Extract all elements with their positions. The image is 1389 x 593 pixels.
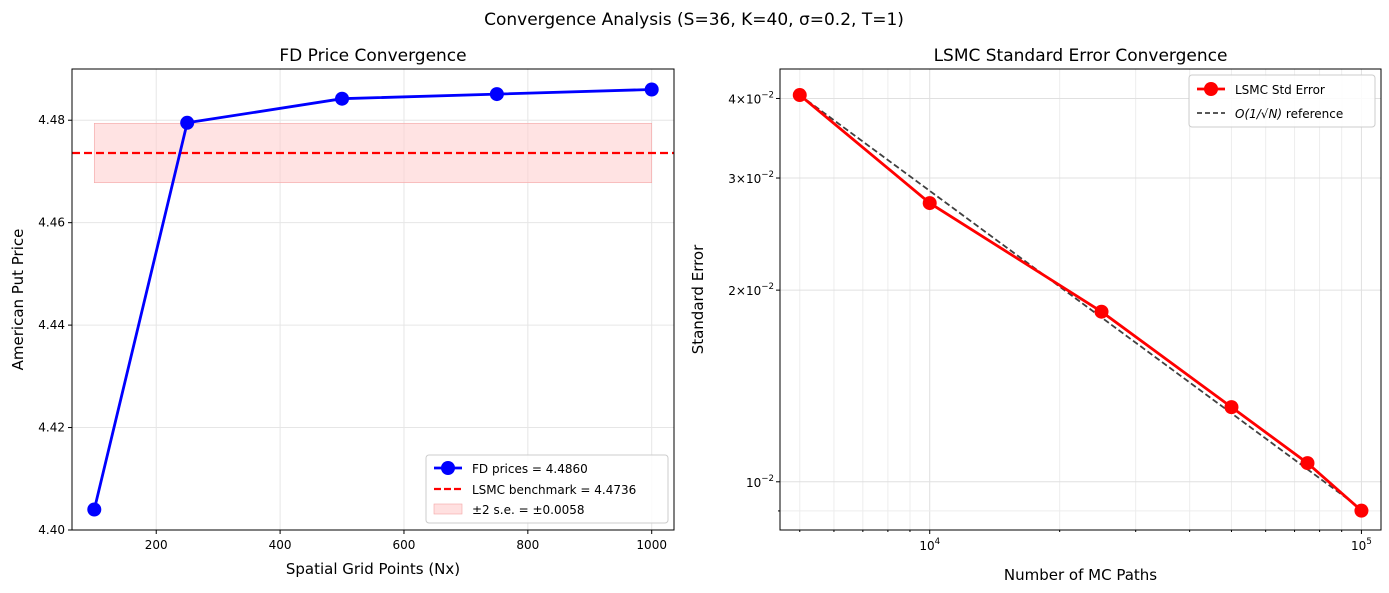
y-axis-label: Standard Error	[689, 244, 707, 354]
plot-frame	[71, 68, 675, 531]
x-tick-label: 400	[269, 538, 292, 552]
legend-reference-label: O(1/√N) reference	[1235, 107, 1343, 121]
lsmc-std-error-point	[1094, 304, 1109, 319]
x-tick-label: 104	[919, 537, 940, 553]
y-tick-label: 4.44	[38, 318, 65, 332]
lsmc-std-error-point	[1354, 503, 1369, 518]
chart-title: FD Price Convergence	[279, 46, 466, 66]
fd-price-point	[489, 87, 504, 102]
legend-lsmc-marker	[1204, 82, 1218, 96]
x-axis-label: Spatial Grid Points (Nx)	[286, 560, 460, 578]
chart-title: LSMC Standard Error Convergence	[934, 46, 1228, 66]
legend-band-swatch	[433, 503, 463, 515]
x-axis-label: Number of MC Paths	[1004, 566, 1157, 584]
y-tick-label: 4.40	[38, 523, 65, 537]
legend-band-label: ±2 s.e. = ±0.0058	[472, 503, 585, 517]
x-tick-label: 105	[1351, 537, 1372, 553]
fd-price-point	[335, 91, 350, 106]
legend-fd-marker	[441, 461, 455, 475]
lsmc-std-error-chart: 104 105 4×10−2 3×10−2 2×10−2 10−2 LSMC Standar…	[689, 46, 1382, 584]
lsmc-std-error-point	[922, 196, 937, 211]
fd-price-point	[87, 502, 102, 517]
x-tick-label: 800	[516, 538, 539, 552]
lsmc-std-error-line	[798, 93, 1363, 512]
fd-price-point	[644, 82, 659, 97]
figure-suptitle: Convergence Analysis (S=36, K=40, σ=0.2,…	[484, 10, 904, 30]
y-tick-label: 3×10−2	[728, 170, 774, 186]
y-tick-label: 2×10−2	[728, 282, 774, 298]
y-tick-label: 4.46	[38, 216, 65, 230]
fd-price-convergence-chart: 200 400 600 800 1000 4.40 4.42 4.44 4.46 4.48 FD P…	[9, 46, 675, 578]
y-tick-label: 4.42	[38, 421, 65, 435]
legend-fd-label: FD prices = 4.4860	[472, 462, 588, 476]
y-tick-label: 4.48	[38, 113, 65, 127]
y-tick-label: 10−2	[746, 474, 774, 490]
legend-lsmc-label: LSMC benchmark = 4.4736	[472, 483, 636, 497]
plot-frame	[779, 68, 1382, 531]
fd-price-point	[180, 115, 195, 130]
legend-lsmc-label: LSMC Std Error	[1235, 83, 1325, 97]
y-tick-label: 4×10−2	[728, 90, 774, 106]
x-tick-label: 200	[145, 538, 168, 552]
legend-box	[425, 454, 669, 524]
x-tick-label: 1000	[636, 538, 667, 552]
y-axis-label: American Put Price	[9, 229, 27, 371]
legend-box	[1188, 74, 1376, 128]
lsmc-std-error-point	[792, 88, 807, 103]
x-tick-label: 600	[393, 538, 416, 552]
reference-line	[799, 94, 1362, 510]
lsmc-std-error-point	[1300, 456, 1315, 471]
lsmc-std-error-point	[1224, 400, 1239, 415]
